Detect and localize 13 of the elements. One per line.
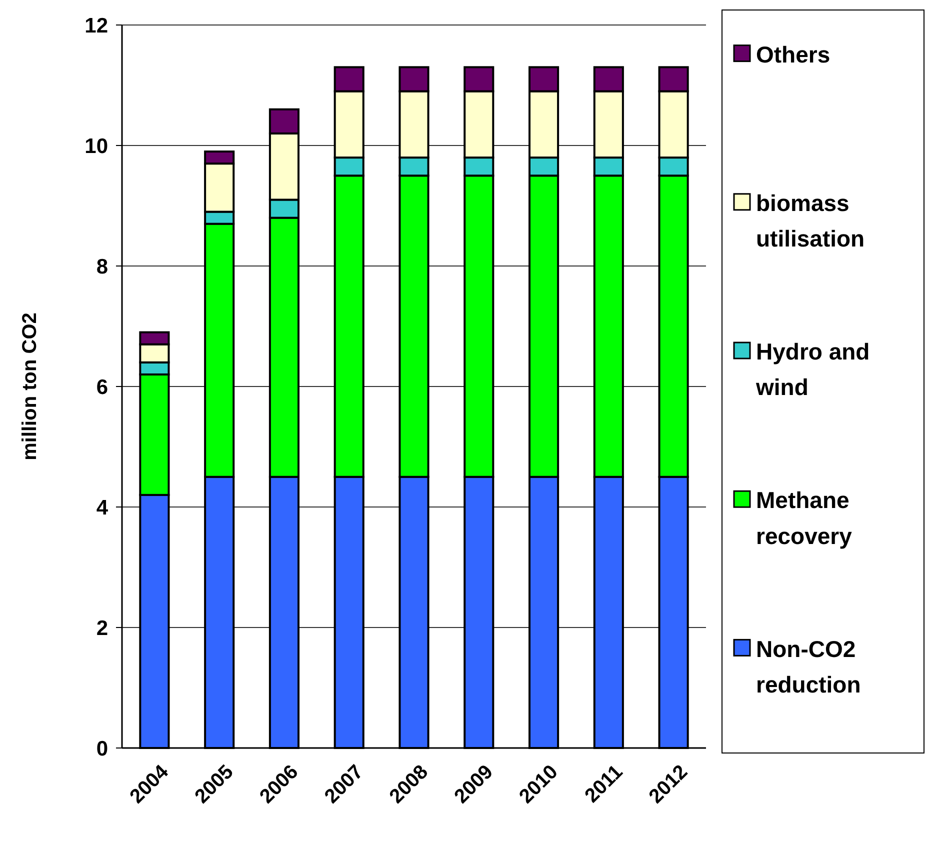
y-tick-label: 6 (96, 376, 108, 399)
legend-label: Others (756, 41, 830, 68)
y-tick-label: 8 (96, 255, 108, 278)
y-axis-title: million ton CO2 (19, 312, 41, 460)
y-tick-label: 4 (96, 496, 108, 520)
legend-label: biomass utilisation (756, 190, 865, 252)
y-tick-label: 10 (84, 134, 108, 158)
y-tick-label: 2 (96, 616, 108, 640)
y-tick-label: 0 (96, 737, 108, 760)
legend-label: Non-CO2 reduction (756, 636, 861, 698)
legend-label: Methane recovery (756, 487, 852, 549)
legend-label: Hydro and wind (755, 338, 870, 400)
y-tick-label: 12 (84, 14, 108, 38)
